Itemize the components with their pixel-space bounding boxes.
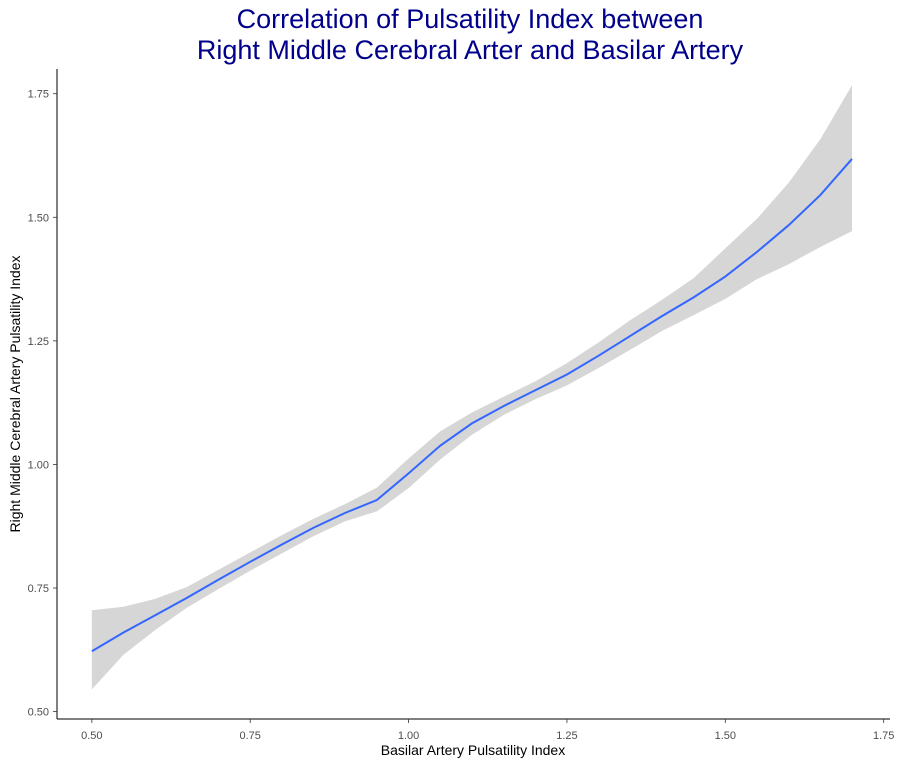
smooth-line bbox=[91, 158, 853, 653]
chart-title: Correlation of Pulsatility Index between… bbox=[0, 4, 899, 66]
x-tick-label: 1.00 bbox=[398, 730, 419, 742]
x-tick-label: 0.75 bbox=[239, 730, 260, 742]
y-tick-label: 1.50 bbox=[28, 212, 49, 224]
x-ticks: 0.50 0.75 1.00 1.25 1.50 1.75 bbox=[81, 719, 894, 742]
y-tick-label: 1.25 bbox=[28, 336, 49, 348]
x-axis-title: Basilar Artery Pulsatility Index bbox=[381, 742, 565, 758]
x-tick-label: 1.50 bbox=[715, 730, 736, 742]
x-tick-label: 0.50 bbox=[81, 730, 102, 742]
y-tick-label: 0.50 bbox=[28, 707, 49, 719]
confidence-band bbox=[91, 85, 852, 690]
x-tick-label: 1.25 bbox=[556, 730, 577, 742]
x-tick-label: 1.75 bbox=[873, 730, 894, 742]
y-tick-label: 1.00 bbox=[28, 459, 49, 471]
chart-title-line-2: Right Middle Cerebral Arter and Basilar … bbox=[196, 35, 744, 65]
y-ticks: 0.50 0.75 1.00 1.25 1.50 1.75 bbox=[28, 89, 57, 719]
chart-title-line-1: Correlation of Pulsatility Index between bbox=[236, 4, 704, 34]
y-axis-title: Right Middle Cerebral Artery Pulsatility… bbox=[7, 255, 23, 532]
y-tick-label: 0.75 bbox=[28, 583, 49, 595]
y-tick-label: 1.75 bbox=[28, 89, 49, 101]
plot-area bbox=[91, 85, 853, 690]
